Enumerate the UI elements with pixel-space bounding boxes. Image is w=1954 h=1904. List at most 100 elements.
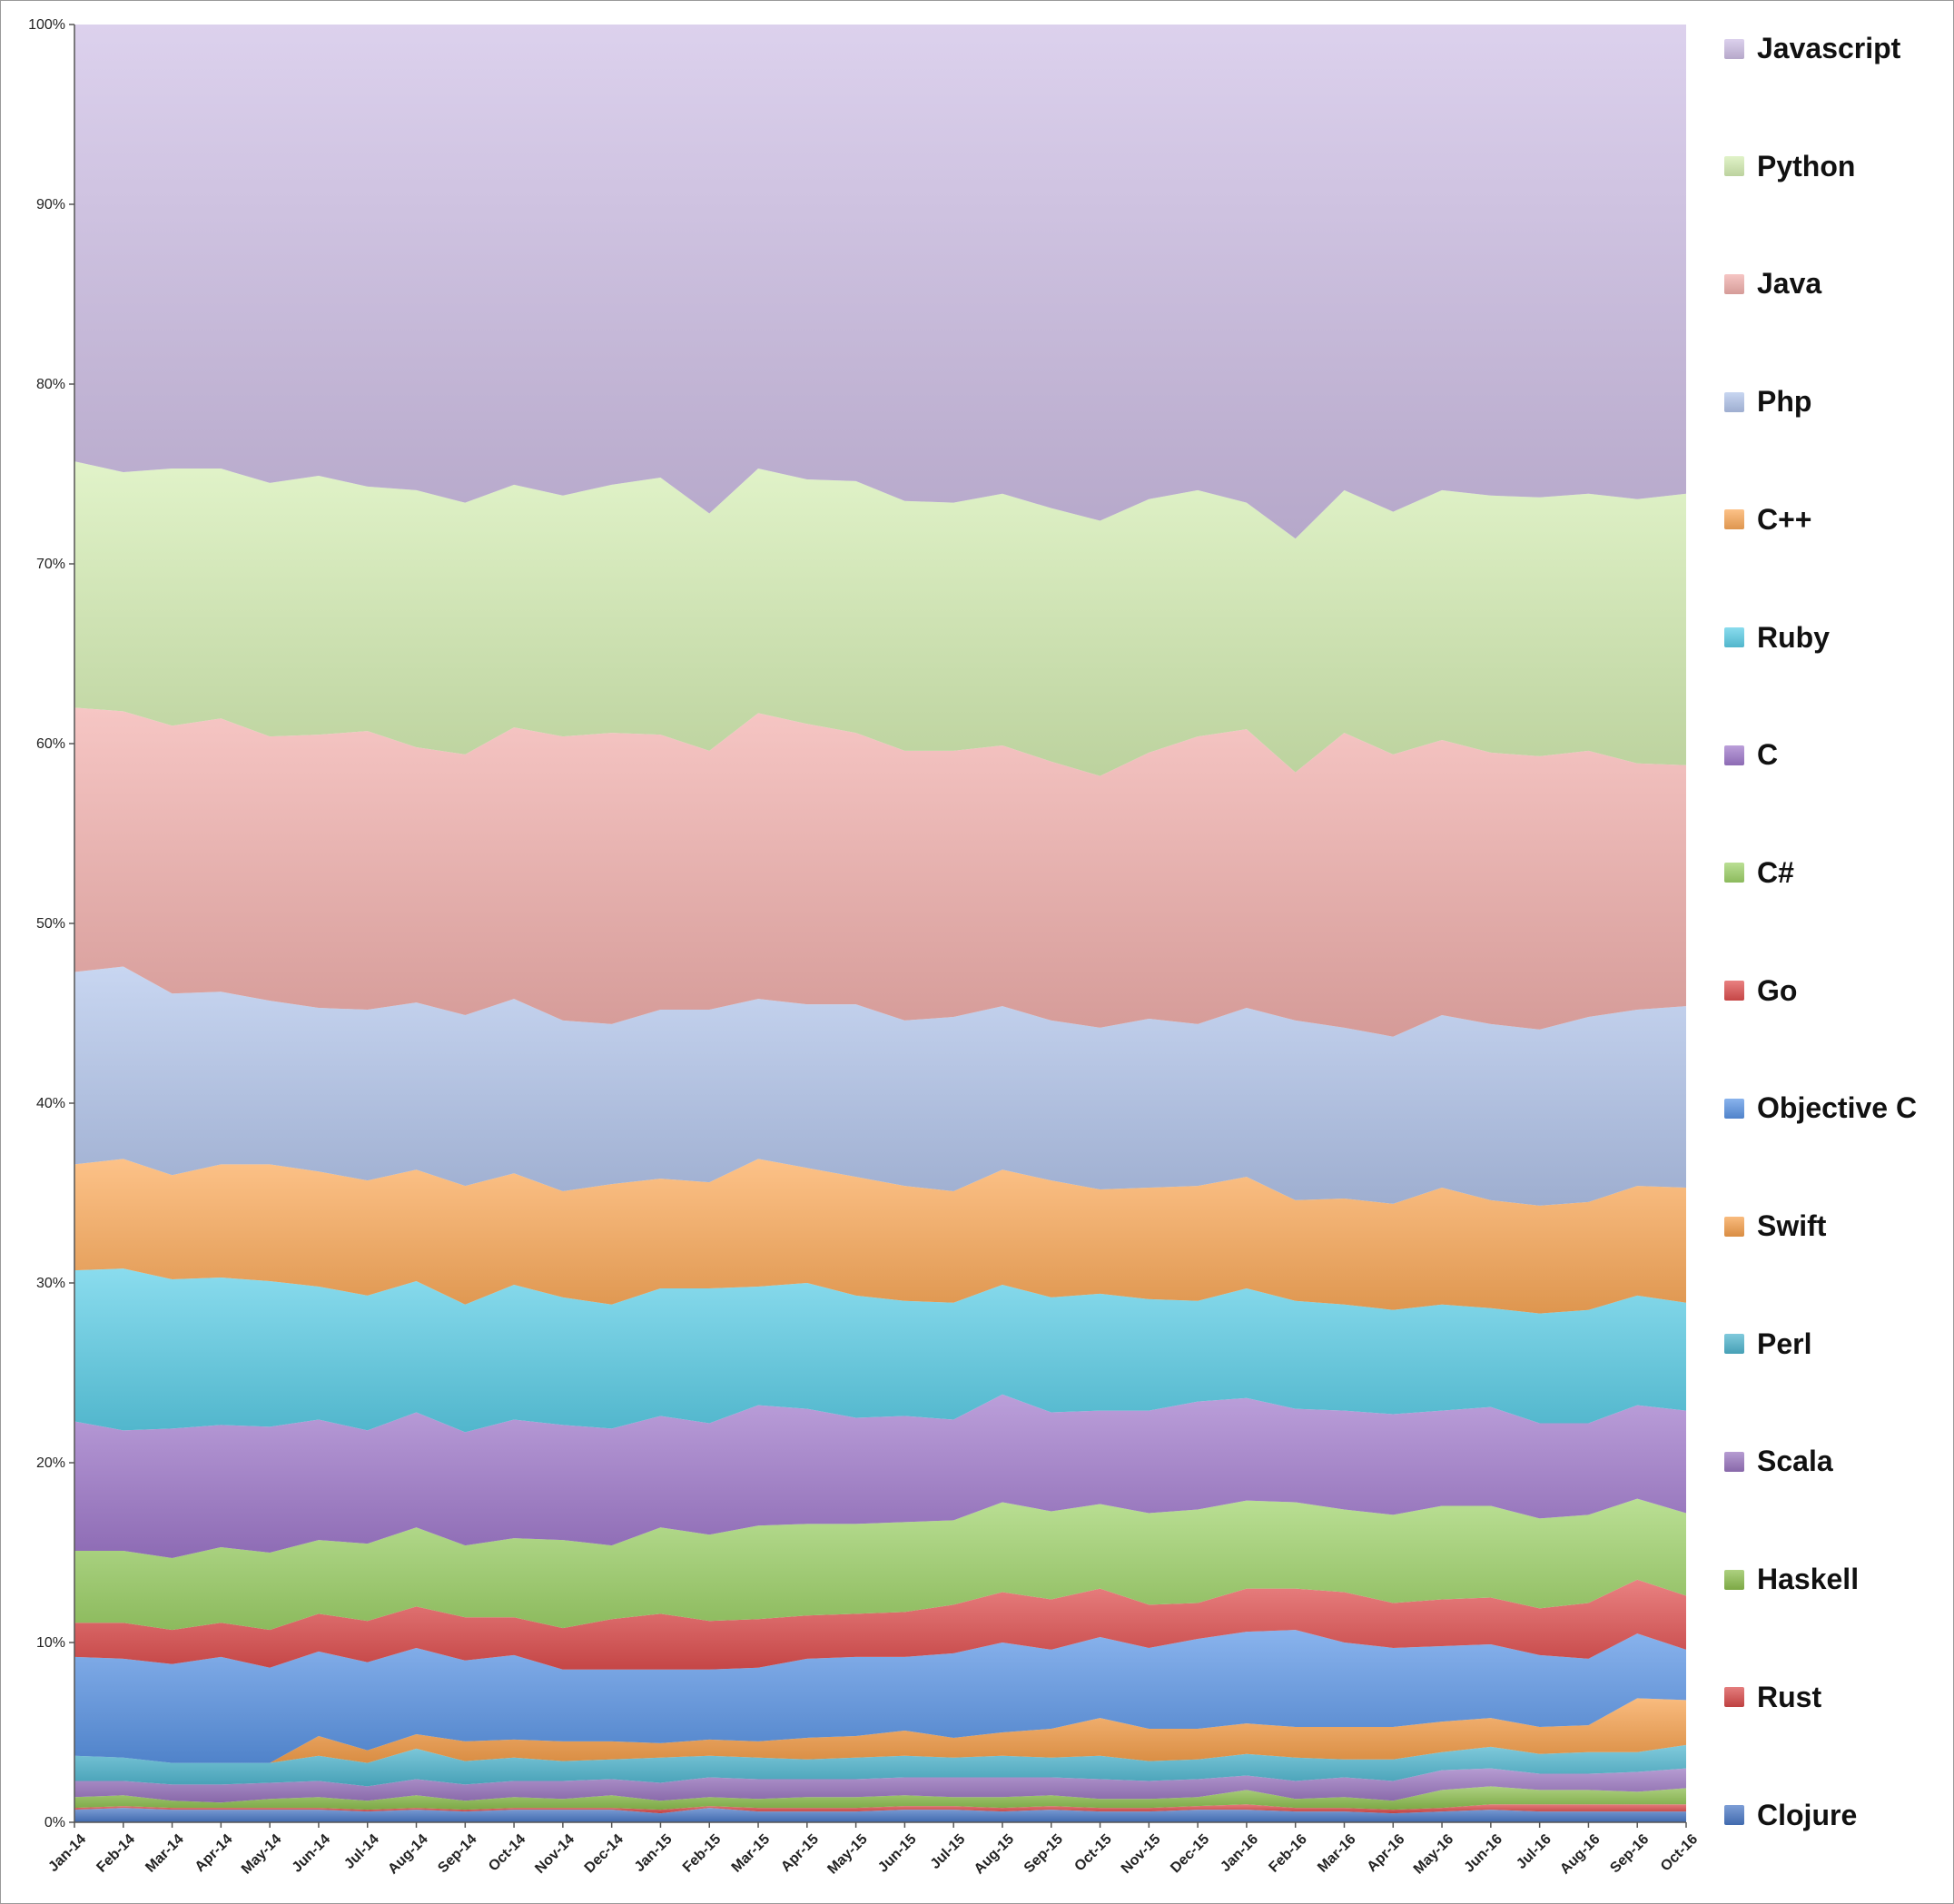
legend-item: Python — [1724, 150, 1855, 183]
x-tick-label: Apr-14 — [192, 1831, 236, 1875]
legend-item: Javascript — [1724, 32, 1900, 65]
x-tick-label: Jan-15 — [632, 1831, 676, 1875]
legend-item: Go — [1724, 974, 1797, 1008]
legend-item: C — [1724, 738, 1778, 772]
y-tick-label: 100% — [28, 17, 65, 33]
legend-swatch — [1724, 1569, 1744, 1590]
y-tick-label: 40% — [36, 1096, 65, 1111]
legend-swatch — [1724, 1451, 1744, 1472]
y-tick-label: 70% — [36, 557, 65, 572]
y-tick-label: 60% — [36, 736, 65, 752]
legend-swatch — [1724, 981, 1744, 1001]
legend-label: Clojure — [1757, 1798, 1858, 1831]
x-tick-label: Jul-14 — [341, 1831, 382, 1872]
area-javascript — [74, 25, 1686, 539]
y-tick-label: 30% — [36, 1276, 65, 1291]
x-tick-label: Nov-14 — [532, 1831, 577, 1877]
legend-item: Java — [1724, 267, 1821, 301]
area-haskell — [74, 1786, 1686, 1810]
x-tick-label: Jun-16 — [1462, 1831, 1506, 1876]
legend-swatch — [1724, 273, 1744, 294]
x-tick-label: Dec-14 — [582, 1831, 627, 1876]
x-tick-label: Jul-16 — [1514, 1831, 1554, 1872]
x-tick-label: Apr-15 — [778, 1831, 822, 1875]
legend-label: Php — [1757, 385, 1812, 419]
x-tick-label: Mar-16 — [1315, 1831, 1359, 1876]
legend-swatch — [1724, 156, 1744, 177]
area-swift — [74, 1698, 1686, 1763]
area-go — [74, 1579, 1686, 1670]
legend-label: Scala — [1757, 1445, 1833, 1478]
legend-swatch — [1724, 1216, 1744, 1237]
x-axis-ticks: Jan-14 Feb-14 Mar-14 Apr-14 May-14 Jun-14 Jul-… — [45, 1822, 1701, 1878]
y-axis-ticks: 0% 10% 20% 30% 40% 50% 60% 70% 80% 90% 100% — [28, 17, 74, 1830]
legend-item: C++ — [1724, 503, 1811, 537]
area-java — [74, 707, 1686, 1037]
legend-label: Haskell — [1757, 1563, 1860, 1596]
legend-label: Ruby — [1757, 620, 1830, 654]
legend-label: Swift — [1757, 1209, 1827, 1242]
legend-swatch — [1724, 1687, 1744, 1708]
legend-label: Python — [1757, 149, 1856, 183]
x-tick-label: Aug-15 — [972, 1831, 1017, 1877]
area-rust — [74, 1804, 1686, 1814]
x-tick-label: Sep-15 — [1021, 1831, 1066, 1876]
area-ccsharp — [74, 1498, 1686, 1631]
x-tick-label: May-14 — [239, 1831, 284, 1877]
x-tick-label: Feb-14 — [94, 1831, 138, 1876]
y-tick-label: 0% — [44, 1815, 65, 1830]
x-tick-label: Aug-16 — [1557, 1831, 1603, 1877]
x-tick-label: Oct-15 — [1071, 1831, 1114, 1874]
legend-item: C# — [1724, 856, 1794, 890]
x-tick-label: May-16 — [1411, 1831, 1456, 1877]
x-tick-label: Oct-14 — [486, 1831, 528, 1874]
legend-item: Clojure — [1724, 1799, 1857, 1832]
legend-swatch — [1724, 1334, 1744, 1355]
x-tick-label: Sep-14 — [435, 1831, 479, 1876]
legend-label: Go — [1757, 973, 1798, 1007]
x-tick-label: Jan-16 — [1218, 1831, 1261, 1875]
area-c — [74, 1394, 1686, 1558]
x-tick-label: Aug-14 — [385, 1831, 430, 1877]
y-tick-label: 20% — [36, 1455, 65, 1471]
x-tick-label: Apr-16 — [1365, 1831, 1408, 1875]
x-tick-label: Oct-16 — [1658, 1831, 1701, 1874]
legend-label: C — [1757, 738, 1779, 772]
y-tick-label: 90% — [36, 197, 65, 212]
y-tick-label: 10% — [36, 1635, 65, 1651]
legend-swatch — [1724, 38, 1744, 59]
x-tick-label: Jul-15 — [928, 1831, 969, 1872]
legend-item: Perl — [1724, 1327, 1811, 1361]
legend-swatch — [1724, 509, 1744, 530]
legend-label: Objective C — [1757, 1091, 1918, 1125]
area-perl — [74, 1744, 1686, 1787]
legend-swatch — [1724, 863, 1744, 883]
legend-swatch — [1724, 391, 1744, 412]
x-tick-label: Mar-14 — [143, 1831, 187, 1876]
area-ruby — [74, 1268, 1686, 1433]
legend-label: C# — [1757, 855, 1794, 889]
legend-label: C++ — [1757, 502, 1812, 536]
x-tick-label: Jun-14 — [290, 1831, 334, 1876]
y-tick-label: 50% — [36, 916, 65, 932]
legend-label: Perl — [1757, 1327, 1812, 1360]
area-clojure — [74, 1808, 1686, 1822]
legend-item: Objective C — [1724, 1091, 1917, 1125]
y-tick-label: 80% — [36, 377, 65, 392]
chart-legend: Javascript Python Java Php C++ Ruby C C# Go Objec… — [1724, 32, 1951, 1875]
x-tick-label: Nov-15 — [1119, 1831, 1164, 1877]
x-tick-label: Sep-16 — [1607, 1831, 1652, 1876]
x-tick-label: Mar-15 — [729, 1831, 774, 1876]
area-objective-c — [74, 1630, 1686, 1763]
x-tick-label: May-15 — [824, 1831, 870, 1877]
legend-swatch — [1724, 1098, 1744, 1119]
legend-label: Javascript — [1757, 32, 1901, 64]
x-tick-label: Jun-15 — [875, 1831, 920, 1876]
legend-label: Java — [1757, 267, 1822, 301]
legend-item: Swift — [1724, 1209, 1826, 1243]
legend-label: Rust — [1757, 1680, 1822, 1713]
legend-item: Rust — [1724, 1681, 1821, 1714]
area-scala — [74, 1768, 1686, 1803]
